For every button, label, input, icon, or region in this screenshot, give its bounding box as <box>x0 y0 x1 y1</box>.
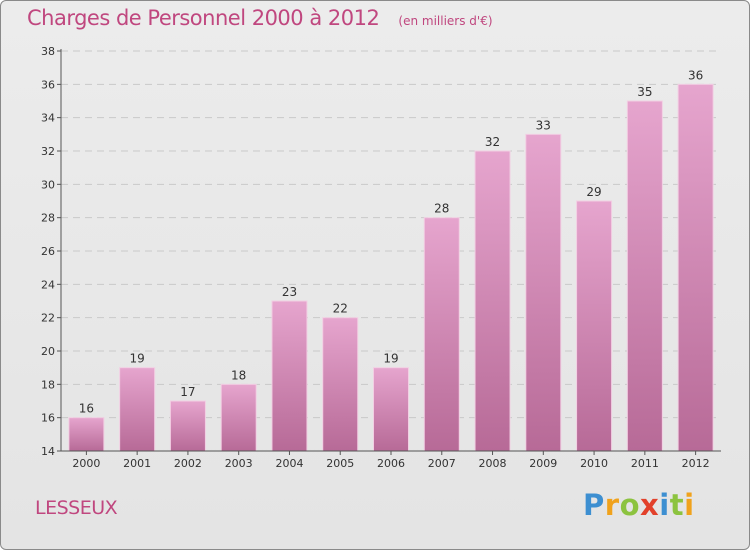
bar-2004 <box>271 300 308 452</box>
data-label: 29 <box>586 185 601 199</box>
commune-name: LESSEUX <box>35 497 118 519</box>
data-label: 17 <box>180 385 195 399</box>
proxiti-logo: Proxiti <box>583 488 695 522</box>
logo-letter: o <box>619 488 641 522</box>
x-tick-label: 2006 <box>377 457 405 470</box>
bars <box>68 83 714 452</box>
x-tick-label: 2009 <box>529 457 557 470</box>
bar-2011 <box>626 100 663 452</box>
x-tick-label: 2002 <box>174 457 202 470</box>
y-tick-label: 38 <box>41 45 55 58</box>
data-label: 18 <box>231 368 246 382</box>
y-tick-label: 20 <box>41 345 55 358</box>
bar-2007 <box>423 217 460 452</box>
data-label: 22 <box>333 302 348 316</box>
x-tick-label: 2011 <box>631 457 659 470</box>
bar-2006 <box>373 367 409 452</box>
data-labels: 16 19 17 18 23 22 19 28 32 33 29 35 36 <box>79 68 704 415</box>
y-tick-label: 22 <box>41 312 55 325</box>
y-tick-label: 30 <box>41 178 55 191</box>
x-tick-label: 2010 <box>580 457 608 470</box>
logo-letter: x <box>640 488 660 522</box>
y-tick-label: 28 <box>41 212 55 225</box>
x-tick-label: 2003 <box>225 457 253 470</box>
chart-subtitle: (en milliers d'€) <box>398 14 493 28</box>
chart-title: Charges de Personnel 2000 à 2012 <box>27 6 380 30</box>
axes: 14 16 18 20 22 24 26 28 30 32 34 36 38 2000 2001 2002 20… <box>41 45 721 470</box>
x-tick-label: 2000 <box>72 457 100 470</box>
x-tick-label: 2008 <box>479 457 507 470</box>
data-label: 23 <box>282 285 297 299</box>
x-tick-label: 2005 <box>326 457 354 470</box>
bar-2000 <box>68 417 105 452</box>
y-tick-label: 32 <box>41 145 55 158</box>
data-label: 35 <box>637 85 652 99</box>
y-tick-label: 34 <box>41 112 55 125</box>
data-label: 36 <box>688 68 703 82</box>
logo-letter: t <box>669 488 685 522</box>
y-tick-label: 24 <box>41 278 55 291</box>
data-label: 16 <box>79 402 94 416</box>
logo-letter: i <box>659 488 670 522</box>
bar-2003 <box>220 383 257 452</box>
y-tick-label: 26 <box>41 245 55 258</box>
data-label: 19 <box>383 352 398 366</box>
y-tick-label: 16 <box>41 412 55 425</box>
y-tick-label: 36 <box>41 78 55 91</box>
bar-2010 <box>576 200 613 452</box>
bar-2012 <box>677 83 714 452</box>
logo-letter: r <box>604 488 620 522</box>
chart-title-block: Charges de Personnel 2000 à 2012 (en mil… <box>27 6 493 30</box>
bar-2005 <box>322 317 359 452</box>
bar-2002 <box>169 400 206 452</box>
y-tick-label: 18 <box>41 378 55 391</box>
x-tick-label: 2012 <box>682 457 710 470</box>
data-label: 33 <box>536 118 551 132</box>
x-tick-label: 2004 <box>275 457 303 470</box>
y-tick-label: 14 <box>41 445 55 458</box>
bar-2009 <box>525 133 562 452</box>
logo-letter: P <box>583 488 605 522</box>
data-label: 32 <box>485 135 500 149</box>
x-tick-label: 2007 <box>428 457 456 470</box>
data-label: 19 <box>130 352 145 366</box>
x-tick-label: 2001 <box>123 457 151 470</box>
bar-2008 <box>474 150 511 452</box>
bar-2001 <box>119 367 156 452</box>
data-label: 28 <box>434 202 449 216</box>
logo-letter: i <box>684 488 695 522</box>
